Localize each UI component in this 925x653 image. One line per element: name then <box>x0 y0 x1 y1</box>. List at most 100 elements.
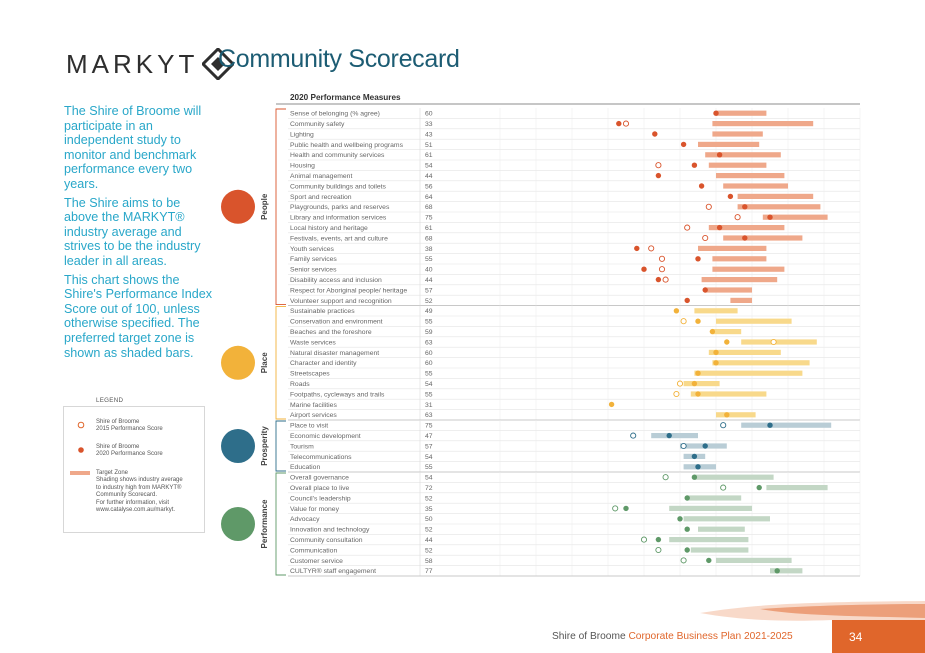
measure-score: 55 <box>425 256 433 263</box>
score-2020-marker <box>616 120 622 127</box>
measure-label: Family services <box>290 256 337 263</box>
score-2020-marker <box>713 360 719 366</box>
score-2015-marker <box>662 474 669 481</box>
measure-label: Education <box>290 464 320 471</box>
target-zone-band <box>737 204 821 210</box>
measure-label: Library and information services <box>290 215 387 222</box>
measure-score: 68 <box>425 204 433 211</box>
category-bracket <box>275 420 286 472</box>
measure-score: 52 <box>425 298 433 305</box>
measure-score: 44 <box>425 173 433 180</box>
score-2020-marker <box>695 391 701 397</box>
target-zone-band <box>705 152 781 158</box>
measure-label: Customer service <box>290 558 343 565</box>
measure-label: Housing <box>290 163 315 170</box>
score-2020-marker <box>680 141 687 148</box>
measure-score: 38 <box>425 246 433 253</box>
brand-logo: MARKYT <box>66 48 235 80</box>
target-zone-band <box>701 277 778 283</box>
target-zone-band <box>762 214 828 220</box>
performance-icon <box>221 507 255 541</box>
target-zone-band <box>766 485 828 491</box>
target-zone-band <box>712 329 742 335</box>
measure-label: Beaches and the foreshore <box>290 329 372 336</box>
score-2020-marker <box>742 204 748 210</box>
score-2020-marker <box>695 318 701 324</box>
diamond-logo-icon <box>202 48 235 80</box>
measure-label: CULTYR® staff engagement <box>290 567 376 575</box>
measure-score: 58 <box>425 558 433 565</box>
measure-label: Advocacy <box>290 516 320 523</box>
measure-label: Animal management <box>290 173 352 180</box>
measure-label: Public health and wellbeing programs <box>290 142 404 149</box>
score-2020-marker <box>709 328 716 335</box>
score-2020-marker <box>684 547 690 553</box>
intro-paragraph: This chart shows the Shire's Performance… <box>64 272 213 360</box>
category-bracket <box>275 472 286 576</box>
measure-score: 72 <box>425 485 433 492</box>
measure-label: Community consultation <box>290 537 363 544</box>
legend-2020-label: Shire of Broome 2020 Performance Score <box>96 444 163 458</box>
measure-score: 52 <box>425 527 433 534</box>
page-title: Community Scorecard <box>218 45 460 73</box>
score-2020-marker <box>691 474 698 480</box>
measure-score: 57 <box>425 287 433 294</box>
score-2020-marker <box>724 412 730 418</box>
place-icon <box>221 345 255 380</box>
measure-score: 68 <box>425 235 433 242</box>
score-2020-marker <box>713 110 719 116</box>
measure-label: Tourism <box>290 443 314 450</box>
measure-label: Marine facilities <box>290 402 337 409</box>
target-zone-band <box>708 225 785 231</box>
measure-label: Footpaths, cycleways and trails <box>290 391 385 398</box>
measure-label: Disability access and inclusion <box>290 277 382 284</box>
measure-score: 52 <box>425 495 433 502</box>
score-2020-marker <box>702 287 708 293</box>
footer-plan-title: Corporate Business Plan 2021-2025 <box>628 631 793 642</box>
target-zone-band <box>716 412 756 418</box>
target-zone-band <box>741 422 832 428</box>
score-2020-marker <box>677 516 683 522</box>
target-zone-band <box>698 526 745 532</box>
target-zone-band <box>716 173 785 179</box>
measure-label: Sense of belonging (% agree) <box>290 111 380 118</box>
measure-score: 52 <box>425 547 433 554</box>
measure-score: 47 <box>425 433 433 440</box>
category-label: Place <box>260 352 269 373</box>
target-zone-band <box>712 266 785 272</box>
measure-label: Playgrounds, parks and reserves <box>290 204 390 211</box>
target-zone-band <box>651 433 698 439</box>
measure-label: Respect for Aboriginal people/ heritage <box>290 287 407 294</box>
measure-score: 60 <box>425 360 433 367</box>
score-2020-marker <box>623 505 629 512</box>
score-2020-marker <box>702 443 708 449</box>
target-zone-band <box>712 360 810 366</box>
legend-box <box>63 406 205 533</box>
target-zone-band <box>694 474 774 480</box>
intro-paragraph: The Shire aims to be above the MARKYT® i… <box>64 195 201 268</box>
intro-text: The Shire of Broome will participate in … <box>64 104 214 364</box>
target-band-icon <box>70 471 90 475</box>
score-2015-marker <box>658 255 666 262</box>
score-2015-marker <box>680 442 687 450</box>
measure-score: 31 <box>425 402 433 409</box>
target-zone-band <box>716 110 767 116</box>
target-zone-band <box>716 318 792 324</box>
measure-label: Conservation and environment <box>290 319 383 326</box>
people-icon <box>221 189 255 224</box>
measure-label: Council's leadership <box>290 495 351 502</box>
score-2020-marker <box>666 432 672 439</box>
target-zone-band <box>708 349 781 355</box>
measure-score: 33 <box>425 121 433 128</box>
score-2020-marker <box>634 245 640 252</box>
target-zone-band <box>741 339 817 345</box>
target-zone-band <box>712 256 767 262</box>
measure-label: Place to visit <box>290 423 328 430</box>
score-2020-marker <box>684 526 690 532</box>
measure-score: 61 <box>425 152 433 159</box>
target-zone-band <box>683 381 720 387</box>
score-2020-marker <box>691 453 698 460</box>
score-2015-marker <box>734 214 741 221</box>
measure-label: Local history and heritage <box>290 225 368 232</box>
score-2015-marker <box>702 234 709 242</box>
